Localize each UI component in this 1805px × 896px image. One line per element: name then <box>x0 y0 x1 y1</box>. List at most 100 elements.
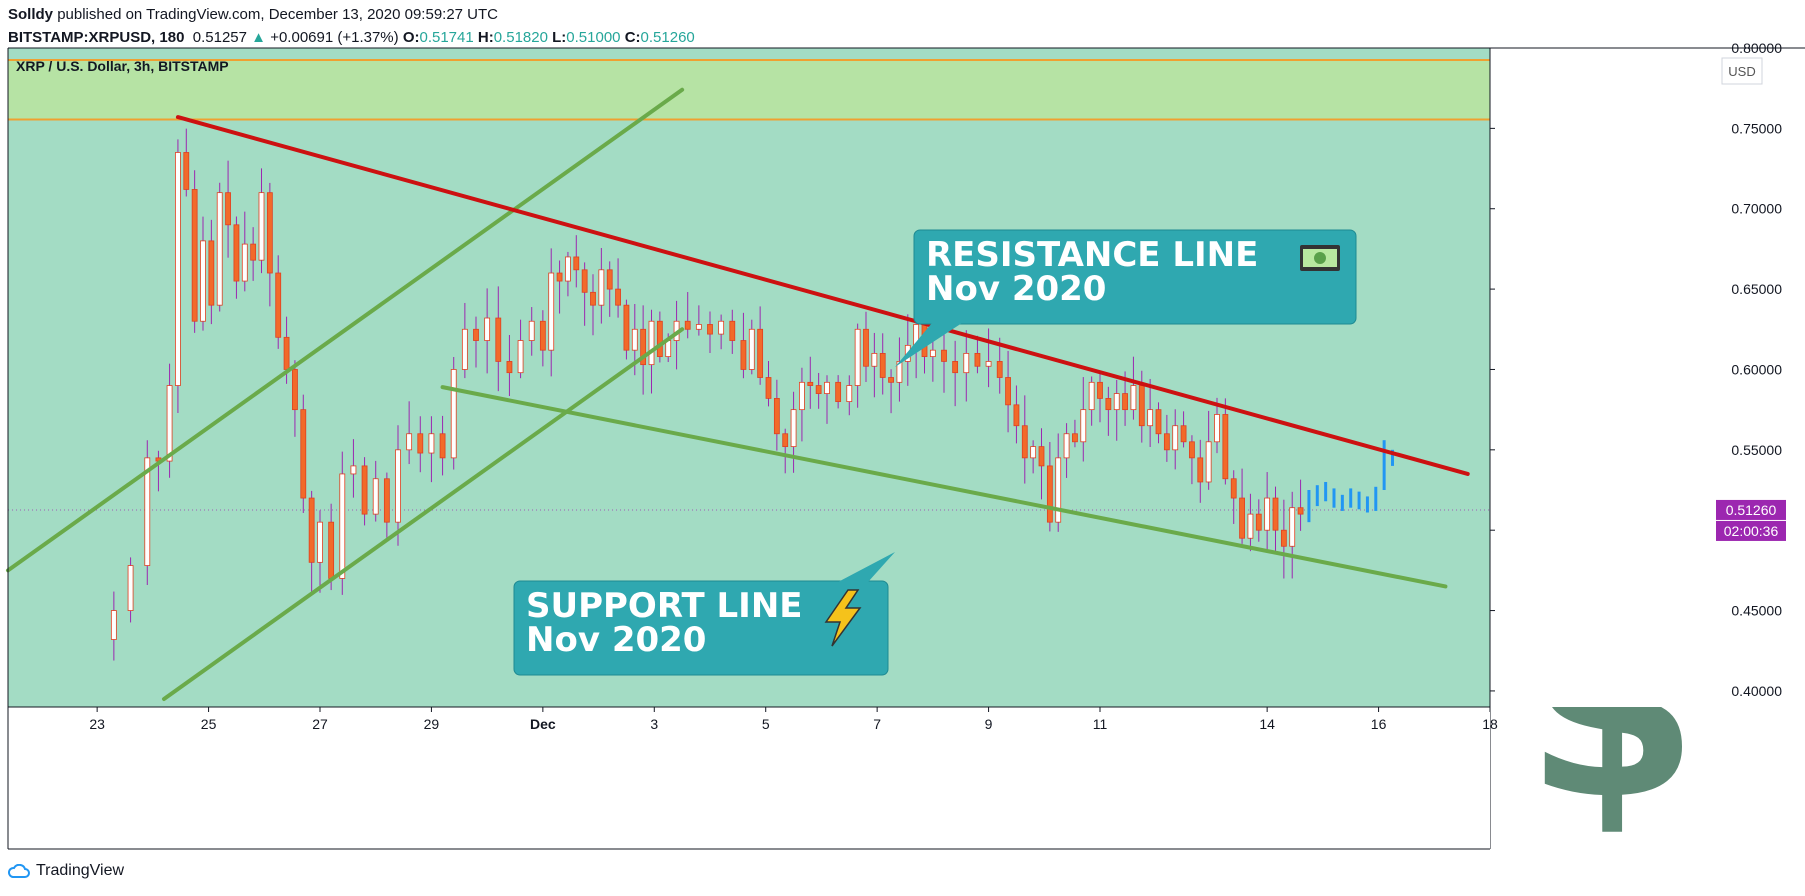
candle <box>974 335 981 374</box>
candle-up-body <box>144 457 151 566</box>
candle <box>233 216 240 299</box>
candle-up-body <box>1080 409 1087 443</box>
candle <box>952 340 959 407</box>
candle-up-body <box>985 361 992 367</box>
candle <box>241 211 248 292</box>
candle-up-body <box>395 449 401 523</box>
cloud-icon <box>8 864 30 878</box>
candle <box>879 333 886 395</box>
candle-up-body <box>406 433 413 451</box>
candle-down-body <box>539 320 546 351</box>
candle-down-body <box>590 291 596 306</box>
high-label: H: <box>477 29 494 46</box>
candle <box>888 369 894 414</box>
candle-down-body <box>1005 377 1011 406</box>
candle-up-body <box>110 610 117 640</box>
candle <box>782 428 789 474</box>
currency-label: USD <box>1728 64 1755 79</box>
candle-down-body <box>1230 478 1237 499</box>
candle-down-body <box>1122 393 1128 411</box>
candle <box>372 460 379 522</box>
candle-up-body <box>428 433 435 454</box>
candle <box>539 310 546 367</box>
candle <box>110 591 117 661</box>
tradingview-logo[interactable]: TradingView <box>8 862 124 880</box>
candle-down-body <box>361 465 368 515</box>
candle-up-body <box>216 192 223 306</box>
candle-up-body <box>871 352 878 367</box>
candle <box>871 332 878 398</box>
callout-line1: SUPPORT LINE <box>526 586 803 626</box>
open-label: O: <box>402 29 420 46</box>
resistance-line <box>175 115 1470 476</box>
candle-down-body <box>888 377 894 383</box>
candle <box>1105 386 1112 436</box>
y-tick-label: 0.55000 <box>1731 442 1782 458</box>
candle-down-body <box>656 320 663 358</box>
candle-up-body <box>517 340 524 374</box>
author-name[interactable]: Solldy <box>8 6 54 23</box>
candle-down-body <box>308 497 315 563</box>
candle <box>757 306 764 385</box>
candle <box>548 248 555 377</box>
candle <box>1113 379 1120 441</box>
candle-down-body <box>1255 513 1262 531</box>
candle <box>191 170 198 333</box>
money-icon <box>1300 245 1340 271</box>
candle <box>1005 350 1011 433</box>
candle <box>258 168 265 274</box>
support-line <box>440 385 1448 589</box>
candle <box>1230 470 1237 524</box>
countdown-tag <box>1716 520 1786 541</box>
candle-down-body <box>1197 457 1204 483</box>
candle-up-body <box>350 465 357 475</box>
candle-up-body <box>718 320 725 335</box>
candle <box>807 356 814 409</box>
candle <box>748 319 755 375</box>
candle <box>1030 440 1037 474</box>
candle-up-body <box>1247 513 1254 539</box>
candle <box>1247 493 1254 552</box>
candle-down-body <box>573 256 580 271</box>
candle <box>1097 372 1103 423</box>
candle <box>1172 409 1179 470</box>
x-tick-label: 25 <box>201 716 217 732</box>
candle-up-body <box>461 328 468 370</box>
x-tick-label: 7 <box>873 716 881 732</box>
up-arrow-icon: ▲ <box>251 29 267 46</box>
candle-up-body <box>528 320 535 341</box>
candle <box>300 394 307 513</box>
channel-lower-line <box>162 327 685 701</box>
y-tick-label: 0.75000 <box>1731 120 1782 136</box>
candle-down-body <box>283 336 290 370</box>
published-text: published on TradingView.com, December 1… <box>57 6 499 23</box>
x-tick-label: 16 <box>1371 716 1387 732</box>
candle <box>854 323 861 408</box>
candle-up-body <box>665 340 672 358</box>
candle <box>556 260 563 314</box>
candle <box>1021 395 1028 484</box>
candle-up-body <box>1147 409 1154 427</box>
candle-down-body <box>300 409 307 499</box>
candle <box>1013 385 1020 444</box>
candle <box>1197 439 1204 503</box>
candle <box>200 216 206 331</box>
candle-down-body <box>1097 381 1103 399</box>
candle-up-body <box>372 478 379 515</box>
y-tick-label: 0.65000 <box>1731 281 1782 297</box>
candle <box>250 227 257 281</box>
resistance-zone <box>8 60 1490 120</box>
candle-down-body <box>328 521 335 579</box>
symbol-name[interactable]: BITSTAMP:XRPUSD, 180 <box>8 29 185 46</box>
callout-line2: Nov 2020 <box>526 620 706 660</box>
candle-down-body <box>473 328 479 341</box>
candle <box>1147 378 1154 447</box>
candle-down-body <box>581 269 588 293</box>
candle <box>996 337 1003 394</box>
candle-down-body <box>1239 497 1245 539</box>
candle <box>773 379 780 451</box>
candle <box>361 457 368 526</box>
candle <box>1239 468 1245 544</box>
symbol-info: BITSTAMP:XRPUSD, 180 0.51257 ▲ +0.00691 … <box>8 29 695 47</box>
